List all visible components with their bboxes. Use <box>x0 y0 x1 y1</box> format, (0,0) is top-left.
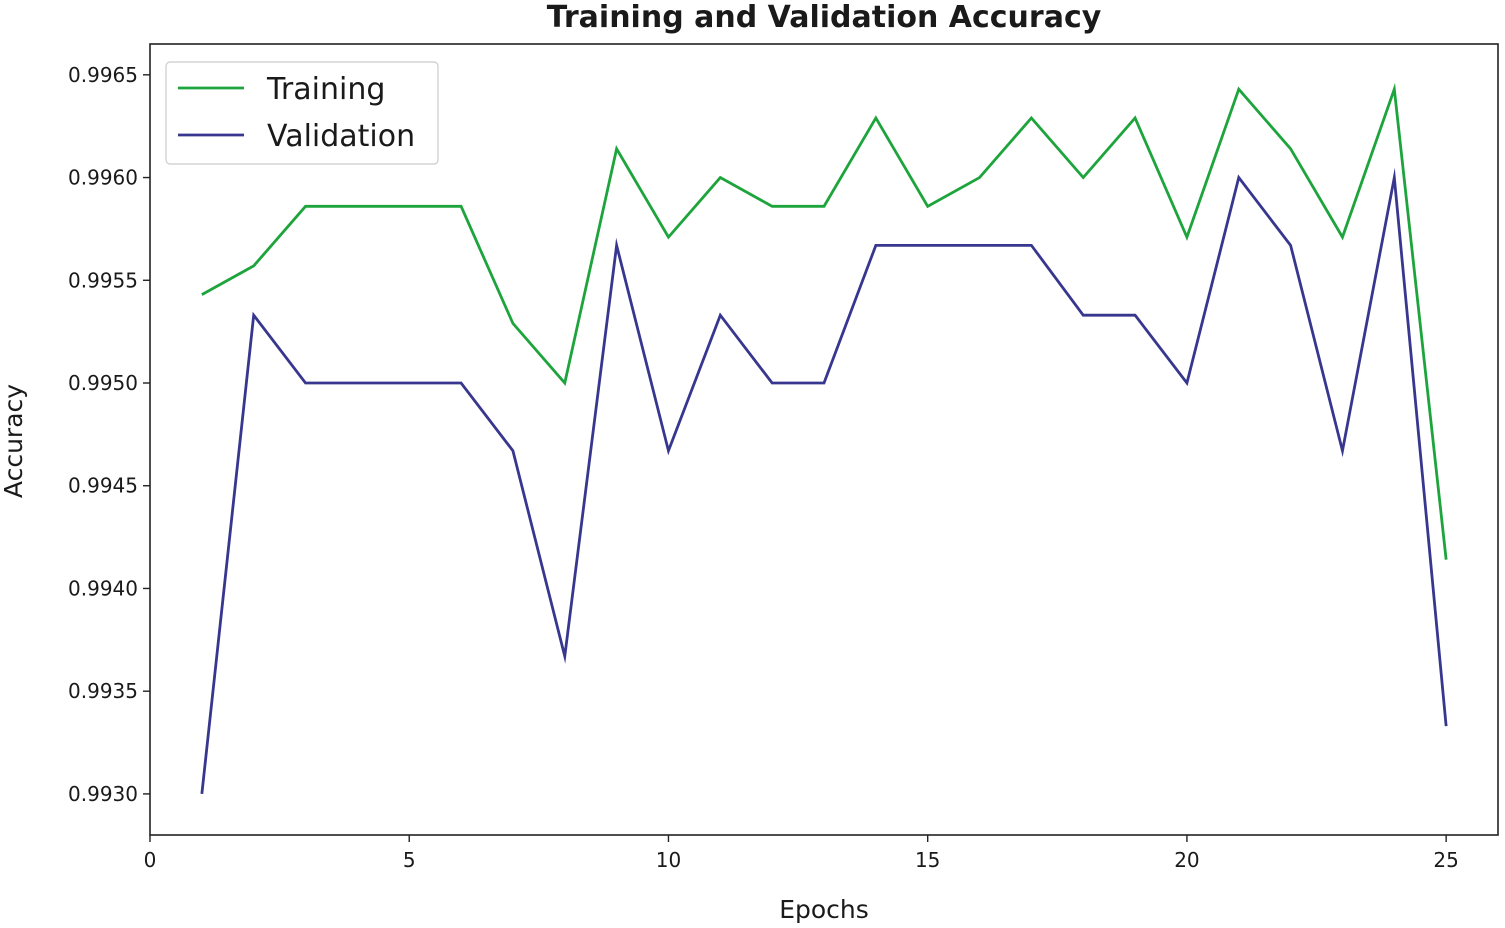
chart-title: Training and Validation Accuracy <box>547 0 1102 35</box>
x-tick-label: 5 <box>403 848 416 872</box>
y-axis: 0.9930 0.9935 0.9940 0.9945 0.9950 0.9955 0.99… <box>68 63 150 806</box>
x-tick-label: 20 <box>1174 848 1199 872</box>
x-tick-label: 25 <box>1433 848 1458 872</box>
y-axis-label: Accuracy <box>0 384 28 498</box>
legend-label-validation: Validation <box>267 119 415 154</box>
y-tick-label: 0.9960 <box>68 166 138 190</box>
x-tick-label: 10 <box>656 848 681 872</box>
series-lines <box>200 82 1448 795</box>
y-tick-label: 0.9930 <box>68 782 138 806</box>
legend: Training Validation <box>165 61 439 165</box>
y-tick-label: 0.9965 <box>68 63 138 87</box>
x-tick-label: 15 <box>915 848 940 872</box>
y-tick-label: 0.9955 <box>68 268 138 292</box>
x-tick-label: 0 <box>144 848 157 872</box>
y-tick-label: 0.9945 <box>68 474 138 498</box>
series-line-validation <box>200 167 1448 795</box>
series-line-training <box>201 82 1448 560</box>
legend-entries: Training Validation <box>178 72 415 154</box>
y-tick-label: 0.9935 <box>68 679 138 703</box>
plot-area-frame <box>149 43 1499 836</box>
legend-label-training: Training <box>266 72 385 107</box>
y-tick-label: 0.9950 <box>68 371 138 395</box>
x-axis-label: Epochs <box>779 895 869 924</box>
y-tick-label: 0.9940 <box>68 576 138 600</box>
x-axis: 0 5 10 15 20 25 <box>144 835 1459 872</box>
